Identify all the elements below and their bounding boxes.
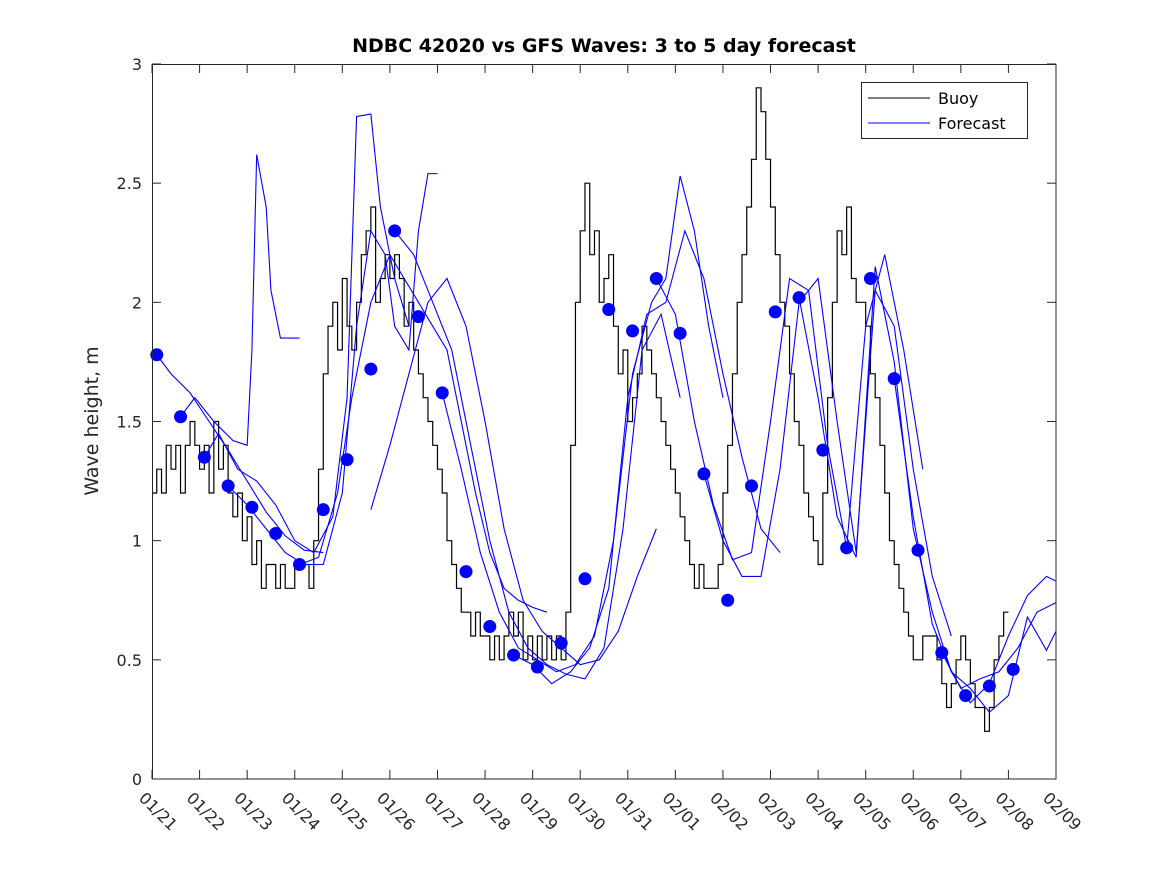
forecast-start-marker (887, 372, 901, 386)
forecast-line (513, 229, 781, 685)
forecast-start-marker (840, 541, 854, 555)
forecast-start-marker (507, 648, 521, 662)
y-axis-label: Wave height, m (81, 346, 103, 495)
forecast-marker-layer (150, 224, 1020, 703)
forecast-start-marker (816, 443, 830, 457)
forecast-line (893, 378, 1057, 714)
forecast-start-marker (554, 636, 568, 650)
forecast-series-layer (156, 113, 1057, 714)
forecast-start-marker (602, 302, 616, 316)
y-tick-label: 0.5 (117, 651, 142, 670)
forecast-start-marker (649, 272, 663, 285)
buoy-line (152, 87, 1009, 732)
forecast-line (655, 254, 924, 561)
forecast-start-marker (411, 310, 425, 324)
forecast-start-marker (768, 305, 782, 319)
forecast-start-marker (911, 543, 925, 557)
forecast-start-marker (673, 326, 687, 340)
axes-background (152, 64, 1056, 779)
forecast-line (370, 277, 657, 666)
legend: Buoy Forecast (861, 82, 1028, 139)
forecast-start-marker (483, 619, 497, 633)
forecast-start-marker (697, 467, 711, 481)
forecast-start-marker (959, 689, 973, 703)
forecast-start-marker (721, 593, 735, 607)
plot-area: 00.511.522.53 01/21 01/22 01/23 01/24 01/25 0… (117, 55, 1086, 834)
y-tick-label: 0 (132, 770, 142, 789)
forecast-start-marker (530, 660, 544, 674)
forecast-line (203, 113, 410, 554)
forecast-line (703, 277, 952, 637)
forecast-start-marker (935, 646, 949, 660)
forecast-line (299, 253, 548, 613)
forecast-line (394, 230, 681, 680)
forecast-line (180, 154, 300, 447)
forecast-start-marker (340, 453, 354, 467)
y-ticks: 0 0.5 1 1.5 2 2.5 3 (117, 55, 1056, 789)
y-tick-label: 2 (132, 293, 142, 312)
y-tick-label: 3 (132, 55, 142, 74)
forecast-line (798, 266, 1057, 704)
forecast-start-marker (744, 479, 758, 493)
forecast-start-marker (269, 527, 283, 541)
forecast-start-marker (316, 503, 330, 517)
forecast-start-marker (388, 224, 402, 238)
forecast-start-marker (435, 386, 449, 400)
forecast-start-marker (982, 679, 996, 693)
forecast-line (441, 175, 724, 673)
forecast-start-marker (863, 272, 877, 285)
forecast-start-marker (364, 362, 378, 376)
forecast-start-marker (245, 500, 259, 514)
forecast-start-marker (292, 558, 306, 571)
forecast-start-marker (578, 572, 592, 586)
forecast-start-marker (221, 479, 235, 493)
forecast-start-marker (197, 450, 211, 464)
forecast-line (156, 354, 324, 554)
buoy-series-layer (152, 87, 1009, 732)
forecast-start-marker (150, 348, 164, 362)
forecast-start-marker (792, 291, 806, 305)
forecast-start-marker (1006, 662, 1020, 676)
legend-buoy-label: Buoy (938, 89, 978, 108)
y-tick-label: 2.5 (117, 174, 142, 193)
y-tick-label: 1.5 (117, 413, 142, 432)
forecast-start-marker (626, 324, 640, 338)
legend-forecast-label: Forecast (938, 114, 1006, 133)
forecast-start-marker (174, 410, 188, 424)
chart-title: NDBC 42020 vs GFS Waves: 3 to 5 day fore… (352, 35, 856, 57)
y-tick-label: 1 (132, 532, 142, 551)
legend-box (861, 82, 1028, 139)
forecast-start-marker (459, 565, 473, 579)
forecast-line (941, 602, 1057, 690)
